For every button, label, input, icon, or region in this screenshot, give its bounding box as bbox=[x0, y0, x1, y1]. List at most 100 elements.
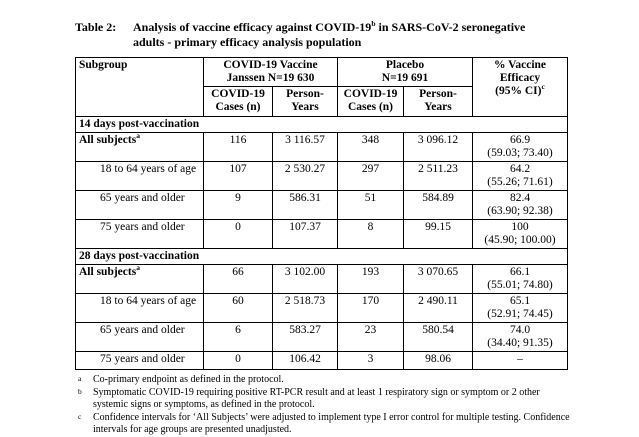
header-placebo-line1: Placebo bbox=[385, 59, 425, 71]
cell-placebo-person-years: 2 511.23 bbox=[402, 161, 474, 191]
table-row: 75 years and older 0 107.37 8 99.15 100(… bbox=[75, 219, 569, 249]
caption-line1-pre: Analysis of vaccine efficacy against COV… bbox=[133, 20, 372, 34]
row-footnote-ref-a: a bbox=[136, 263, 140, 273]
header-vaccine-efficacy: % Vaccine Efficacy (95% CI)c bbox=[472, 57, 569, 117]
cell-vaccine-person-years: 2 518.73 bbox=[272, 293, 338, 323]
header-placebo-cases-line1: COVID-19 bbox=[343, 88, 398, 100]
efficacy-value: 66.9 bbox=[509, 134, 531, 146]
efficacy-value: 66.1 bbox=[509, 266, 531, 278]
header-placebo-line2: N=19 691 bbox=[381, 72, 429, 84]
caption-line1-post: in SARS-CoV-2 seronegative bbox=[375, 20, 526, 34]
cell-vaccine-cases: 60 bbox=[203, 293, 273, 323]
cell-vaccine-efficacy: 82.4 (63.90; 92.38) bbox=[472, 190, 569, 220]
cell-placebo-cases: 297 bbox=[337, 161, 404, 191]
cell-placebo-person-years: 2 490.11 bbox=[402, 293, 474, 323]
cell-vaccine-person-years: 3 116.57 bbox=[272, 132, 338, 162]
section-title-28-days: 28 days post-vaccination bbox=[74, 248, 569, 265]
row-footnote-ref-a: a bbox=[136, 131, 140, 141]
cell-vaccine-cases: 116 bbox=[203, 132, 273, 162]
header-placebo-cases-line2: Cases (n) bbox=[347, 101, 394, 113]
cell-vaccine-cases: 9 bbox=[203, 190, 273, 220]
cell-vaccine-person-years: 3 102.00 bbox=[272, 264, 338, 294]
table-caption-number: Table 2: bbox=[75, 20, 117, 34]
cell-placebo-cases: 3 bbox=[337, 351, 404, 370]
header-subgroup: Subgroup bbox=[75, 57, 204, 117]
subgroup-label: All subjects bbox=[79, 134, 137, 146]
efficacy-ci: (45.90; 100.00) bbox=[484, 234, 556, 246]
footnote-c: c Confidence intervals for ‘All Subjects… bbox=[75, 412, 575, 436]
table-caption-line2: adults - primary efficacy analysis popul… bbox=[133, 35, 362, 49]
header-vaccine-group: COVID-19 Vaccine Janssen N=19 630 bbox=[203, 57, 338, 87]
cell-placebo-person-years: 98.06 bbox=[402, 351, 474, 370]
caption-footnote-ref-b: b bbox=[371, 19, 376, 28]
cell-vaccine-efficacy: 64.2 (55.26; 71.61) bbox=[472, 161, 569, 191]
header-footnote-ref-c: c bbox=[541, 82, 545, 92]
header-efficacy-line1: % Vaccine bbox=[493, 59, 547, 71]
cell-placebo-cases: 170 bbox=[337, 293, 404, 323]
cell-vaccine-efficacy: 74.0 (34.40; 91.35) bbox=[472, 322, 569, 352]
footnote-a: a Co-primary endpoint as defined in the … bbox=[75, 374, 575, 386]
cell-vaccine-person-years: 107.37 bbox=[272, 219, 338, 249]
footnote-marker-a: a bbox=[78, 374, 82, 383]
header-vaccine-cases: COVID-19 Cases (n) bbox=[203, 86, 273, 117]
header-placebo-py-line2: Years bbox=[424, 101, 452, 113]
header-row-groups: Subgroup COVID-19 Vaccine Janssen N=19 6… bbox=[75, 57, 569, 117]
cell-subgroup: 65 years and older bbox=[75, 190, 204, 220]
footnote-marker-c: c bbox=[78, 412, 82, 421]
cell-placebo-person-years: 99.15 bbox=[402, 219, 474, 249]
cell-vaccine-person-years: 586.31 bbox=[272, 190, 338, 220]
header-efficacy-line3: (95% CI)c bbox=[476, 82, 564, 98]
footnote-text-a: Co-primary endpoint as defined in the pr… bbox=[93, 374, 284, 385]
efficacy-value: 100 bbox=[511, 221, 529, 233]
header-placebo-cases: COVID-19 Cases (n) bbox=[337, 86, 404, 117]
header-placebo-person-years: Person- Years bbox=[402, 86, 474, 117]
efficacy-value: 65.1 bbox=[509, 295, 531, 307]
header-vaccine-line1: COVID-19 Vaccine bbox=[223, 59, 318, 71]
cell-subgroup: 75 years and older bbox=[75, 351, 204, 370]
header-vaccine-cases-line2: Cases (n) bbox=[215, 101, 261, 113]
efficacy-value: 74.0 bbox=[509, 324, 531, 336]
cell-placebo-cases: 193 bbox=[337, 264, 404, 294]
efficacy-value: 64.2 bbox=[509, 163, 531, 175]
table-row: 18 to 64 years of age 60 2 518.73 170 2 … bbox=[75, 293, 569, 323]
table-row: 18 to 64 years of age 107 2 530.27 297 2… bbox=[75, 161, 569, 191]
table-row: 65 years and older 6 583.27 23 580.54 74… bbox=[75, 322, 569, 352]
cell-placebo-cases: 8 bbox=[337, 219, 404, 249]
cell-placebo-cases: 348 bbox=[337, 132, 404, 162]
header-row-subcolumns: COVID-19 Cases (n) Person- Years COVID-1… bbox=[76, 86, 568, 117]
cell-vaccine-cases: 0 bbox=[203, 351, 273, 370]
table-caption: Table 2: Analysis of vaccine efficacy ag… bbox=[75, 20, 575, 50]
cell-vaccine-efficacy: 100 (45.90; 100.00) bbox=[472, 219, 569, 249]
efficacy-value: 82.4 bbox=[509, 192, 531, 204]
cell-vaccine-efficacy: 65.1 (52.91; 74.45) bbox=[472, 293, 569, 323]
cell-vaccine-efficacy: 66.9 (59.03; 73.40) bbox=[472, 132, 569, 162]
header-vaccine-line2: Janssen N=19 630 bbox=[226, 72, 315, 84]
cell-subgroup: 18 to 64 years of age bbox=[75, 161, 204, 191]
cell-vaccine-person-years: 2 530.27 bbox=[272, 161, 338, 191]
cell-placebo-person-years: 3 070.65 bbox=[402, 264, 474, 294]
footnote-b: b Symptomatic COVID-19 requiring positiv… bbox=[75, 387, 575, 411]
section-header-28-days: 28 days post-vaccination bbox=[74, 248, 569, 265]
cell-placebo-person-years: 584.89 bbox=[402, 190, 474, 220]
section-header-14-days: 14 days post-vaccination bbox=[74, 116, 569, 133]
cell-subgroup: All subjectsa bbox=[75, 263, 204, 294]
table-row: All subjectsa 116 3 116.57 348 3 096.12 … bbox=[75, 131, 569, 162]
efficacy-ci: (59.03; 73.40) bbox=[487, 147, 553, 159]
cell-vaccine-cases: 6 bbox=[203, 322, 273, 352]
footnotes: a Co-primary endpoint as defined in the … bbox=[75, 374, 575, 436]
header-vaccine-person-years: Person- Years bbox=[272, 86, 338, 117]
table-caption-text: Analysis of vaccine efficacy against COV… bbox=[133, 20, 525, 50]
section-title-14-days: 14 days post-vaccination bbox=[74, 116, 569, 133]
cell-vaccine-cases: 0 bbox=[203, 219, 273, 249]
cell-vaccine-person-years: 106.42 bbox=[272, 351, 338, 370]
cell-vaccine-cases: 66 bbox=[203, 264, 273, 294]
cell-placebo-cases: 51 bbox=[337, 190, 404, 220]
header-placebo-group: Placebo N=19 691 bbox=[336, 57, 474, 87]
header-placebo-py-line1: Person- bbox=[419, 88, 457, 100]
efficacy-value: – bbox=[517, 353, 523, 365]
efficacy-ci: (34.40; 91.35) bbox=[487, 337, 553, 349]
page-content: Table 2: Analysis of vaccine efficacy ag… bbox=[74, 20, 575, 437]
header-vaccine-cases-line1: COVID-19 bbox=[211, 88, 265, 100]
table-row: 65 years and older 9 586.31 51 584.89 82… bbox=[75, 190, 569, 220]
